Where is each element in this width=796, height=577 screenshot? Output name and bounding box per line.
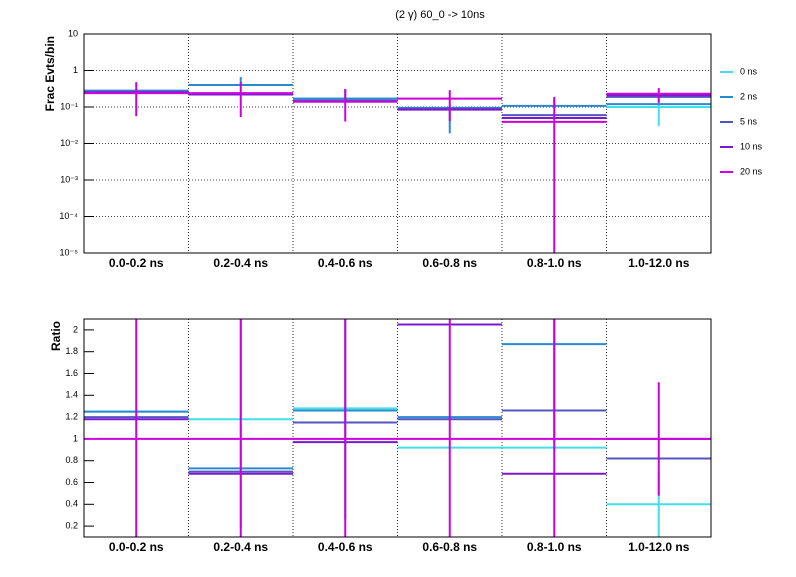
y-tick-label: 1 bbox=[73, 433, 78, 443]
x-tick-label: 0.6-0.8 ns bbox=[422, 540, 477, 554]
y-tick-label: 0.2 bbox=[65, 520, 78, 530]
y-tick-label: 1.2 bbox=[65, 411, 78, 421]
plot-frame bbox=[83, 33, 712, 254]
y-tick-label: 0.8 bbox=[65, 455, 78, 465]
x-tick-label: 0.0-0.2 ns bbox=[109, 256, 164, 270]
y-tick-label: 1.8 bbox=[65, 346, 78, 356]
legend-label: 10 ns bbox=[740, 141, 763, 151]
y-axis-title: Frac Evts/bin bbox=[43, 36, 57, 111]
y-tick-label: 1.4 bbox=[65, 390, 78, 400]
y-axis-title: Ratio bbox=[49, 321, 63, 351]
y-tick-label: 1.6 bbox=[65, 368, 78, 378]
x-tick-label: 0.4-0.6 ns bbox=[318, 540, 373, 554]
chart-title: (2 γ) 60_0 -> 10ns bbox=[395, 9, 485, 21]
y-tick-label: 10⁻⁴ bbox=[59, 211, 78, 221]
legend-label: 0 ns bbox=[740, 66, 758, 76]
plot-frame bbox=[83, 318, 712, 538]
y-tick-label: 1 bbox=[73, 65, 78, 75]
legend-label: 2 ns bbox=[740, 91, 758, 101]
y-tick-label: 2 bbox=[73, 324, 78, 334]
x-tick-label: 0.6-0.8 ns bbox=[422, 256, 477, 270]
y-tick-label: 0.6 bbox=[65, 477, 78, 487]
x-tick-label: 0.8-1.0 ns bbox=[527, 256, 582, 270]
x-tick-label: 1.0-12.0 ns bbox=[628, 540, 690, 554]
y-tick-label: 10 bbox=[68, 28, 78, 38]
x-tick-label: 1.0-12.0 ns bbox=[628, 256, 690, 270]
y-tick-label: 10⁻³ bbox=[60, 174, 78, 184]
legend-label: 20 ns bbox=[740, 166, 763, 176]
x-tick-label: 0.8-1.0 ns bbox=[527, 540, 582, 554]
x-tick-label: 0.2-0.4 ns bbox=[213, 540, 268, 554]
x-tick-label: 0.2-0.4 ns bbox=[213, 256, 268, 270]
x-tick-label: 0.0-0.2 ns bbox=[109, 540, 164, 554]
legend-label: 5 ns bbox=[740, 116, 758, 126]
y-tick-label: 0.4 bbox=[65, 499, 78, 509]
x-tick-label: 0.4-0.6 ns bbox=[318, 256, 373, 270]
y-tick-label: 10⁻⁵ bbox=[60, 247, 79, 257]
y-tick-label: 10⁻² bbox=[60, 138, 78, 148]
y-tick-label: 10⁻¹ bbox=[60, 101, 78, 111]
